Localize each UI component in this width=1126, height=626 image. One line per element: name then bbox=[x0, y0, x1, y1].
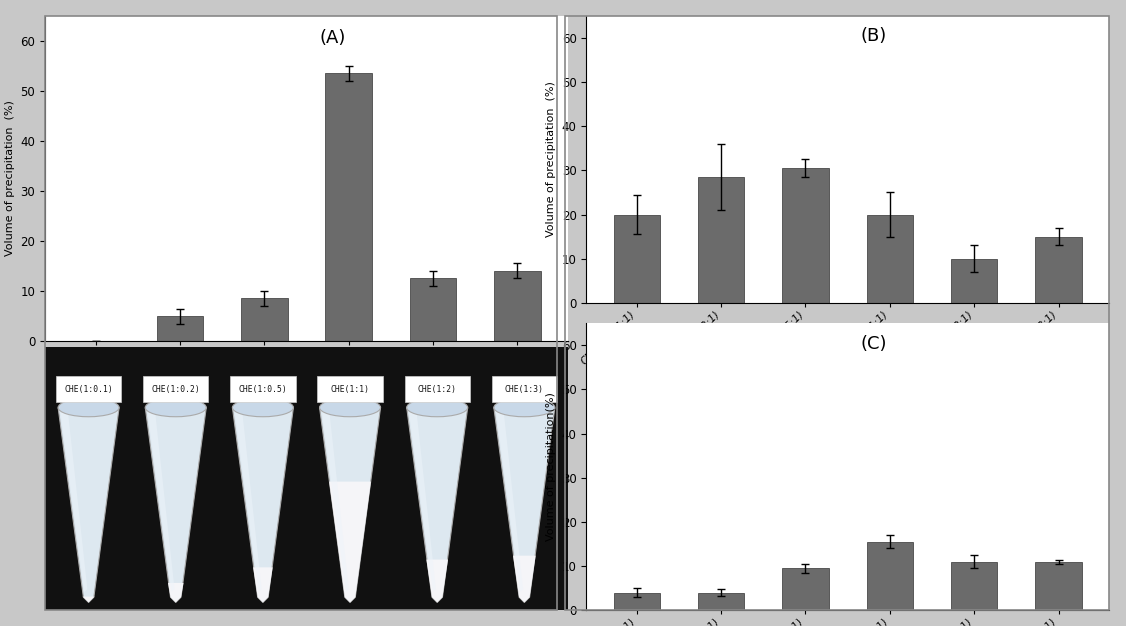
Polygon shape bbox=[253, 567, 272, 602]
Bar bbox=[867, 542, 913, 610]
Polygon shape bbox=[234, 408, 261, 592]
Polygon shape bbox=[494, 408, 555, 602]
Y-axis label: Volume of precipitation  (%): Volume of precipitation (%) bbox=[5, 100, 15, 256]
Bar bbox=[56, 376, 122, 403]
Polygon shape bbox=[329, 481, 370, 602]
Text: CHE(1:0.5): CHE(1:0.5) bbox=[239, 384, 287, 394]
Bar bbox=[325, 73, 372, 341]
Bar bbox=[614, 215, 660, 303]
Polygon shape bbox=[60, 408, 88, 592]
Bar bbox=[404, 376, 470, 403]
Bar bbox=[157, 316, 203, 341]
Polygon shape bbox=[232, 408, 294, 602]
Bar bbox=[783, 168, 829, 303]
Polygon shape bbox=[148, 408, 175, 592]
Ellipse shape bbox=[494, 398, 555, 417]
Bar bbox=[951, 259, 998, 303]
Polygon shape bbox=[406, 408, 467, 602]
Text: CHE(1:1): CHE(1:1) bbox=[331, 384, 369, 394]
Polygon shape bbox=[513, 556, 536, 602]
Bar bbox=[698, 177, 744, 303]
Text: CHE(1:3): CHE(1:3) bbox=[504, 384, 544, 394]
Text: (C): (C) bbox=[860, 334, 887, 352]
Text: (A): (A) bbox=[320, 29, 346, 47]
Bar bbox=[1035, 562, 1082, 610]
Ellipse shape bbox=[320, 398, 381, 417]
Polygon shape bbox=[320, 408, 381, 602]
Bar bbox=[492, 376, 557, 403]
Polygon shape bbox=[59, 408, 119, 602]
Polygon shape bbox=[409, 408, 436, 592]
Text: CHE(1:0.2): CHE(1:0.2) bbox=[151, 384, 200, 394]
Polygon shape bbox=[495, 408, 524, 592]
Bar bbox=[318, 376, 383, 403]
Bar bbox=[494, 271, 540, 341]
Polygon shape bbox=[82, 597, 95, 602]
Bar bbox=[241, 299, 287, 341]
Bar bbox=[1035, 237, 1082, 303]
Ellipse shape bbox=[232, 398, 294, 417]
Bar bbox=[143, 376, 208, 403]
Polygon shape bbox=[145, 408, 206, 602]
Bar bbox=[614, 593, 660, 610]
Ellipse shape bbox=[406, 398, 467, 417]
Y-axis label: Volume of precipitation(%): Volume of precipitation(%) bbox=[546, 393, 556, 541]
Bar bbox=[410, 279, 456, 341]
Ellipse shape bbox=[145, 398, 206, 417]
Y-axis label: Volume of precipitation  (%): Volume of precipitation (%) bbox=[546, 81, 556, 237]
Text: CHE(1:2): CHE(1:2) bbox=[418, 384, 457, 394]
Bar bbox=[698, 593, 744, 610]
Text: CHE(1:0.1): CHE(1:0.1) bbox=[64, 384, 113, 394]
Polygon shape bbox=[168, 583, 184, 602]
Bar bbox=[783, 568, 829, 610]
Text: (B): (B) bbox=[860, 27, 887, 45]
Polygon shape bbox=[427, 560, 448, 602]
Bar bbox=[867, 215, 913, 303]
Polygon shape bbox=[321, 408, 349, 592]
Bar bbox=[951, 562, 998, 610]
Ellipse shape bbox=[59, 398, 119, 417]
Bar bbox=[230, 376, 296, 403]
